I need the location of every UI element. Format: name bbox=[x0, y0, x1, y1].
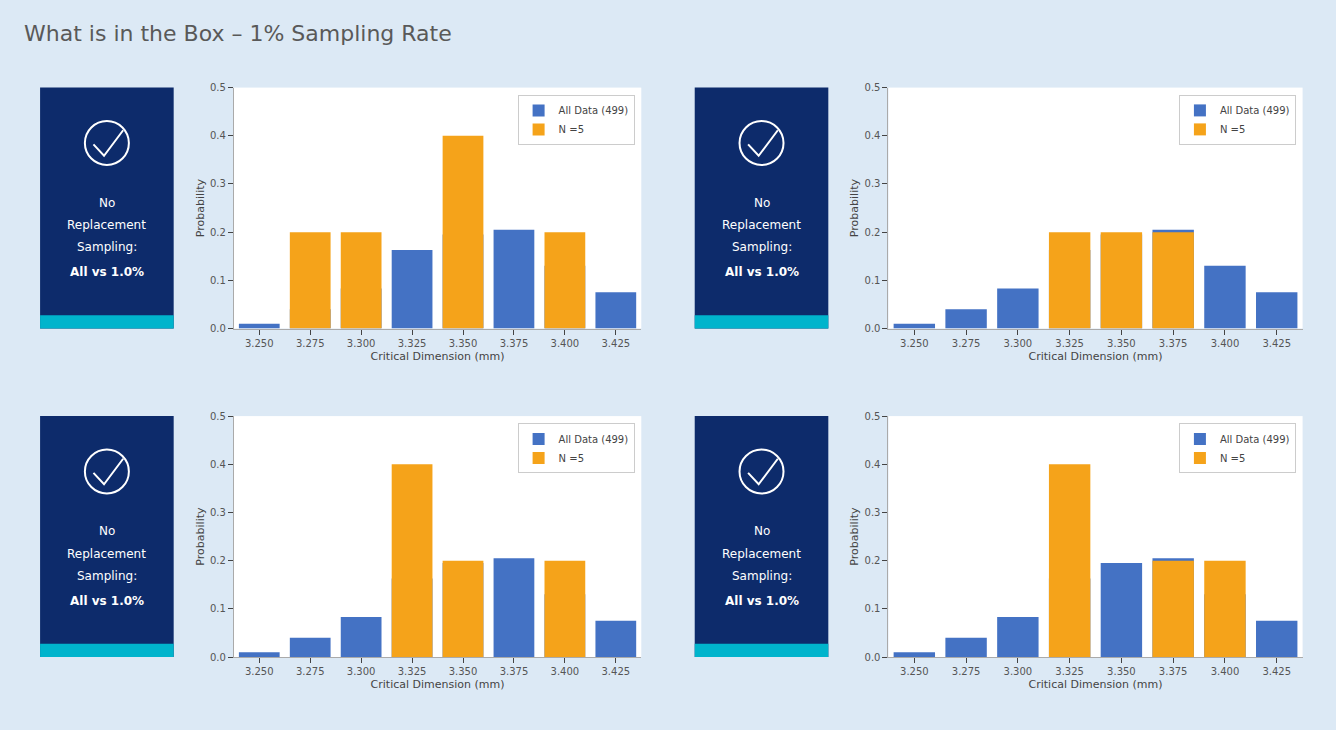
svg-text:3.325: 3.325 bbox=[398, 666, 427, 677]
svg-text:0.5: 0.5 bbox=[865, 82, 881, 93]
svg-text:3.400: 3.400 bbox=[551, 338, 580, 349]
svg-text:0.2: 0.2 bbox=[865, 555, 881, 566]
svg-text:0.1: 0.1 bbox=[865, 275, 881, 286]
svg-text:3.325: 3.325 bbox=[1055, 666, 1084, 677]
svg-text:0.4: 0.4 bbox=[210, 130, 226, 141]
svg-text:All vs 1.0%: All vs 1.0% bbox=[70, 265, 144, 279]
svg-text:3.250: 3.250 bbox=[245, 666, 274, 677]
svg-text:3.325: 3.325 bbox=[1055, 338, 1084, 349]
svg-text:0.5: 0.5 bbox=[210, 82, 226, 93]
svg-text:3.375: 3.375 bbox=[500, 338, 529, 349]
svg-text:3.425: 3.425 bbox=[1262, 338, 1291, 349]
svg-text:No: No bbox=[754, 524, 770, 538]
svg-text:3.375: 3.375 bbox=[1159, 338, 1188, 349]
svg-text:N =5: N =5 bbox=[559, 124, 584, 135]
svg-text:0.5: 0.5 bbox=[210, 411, 226, 422]
svg-text:Replacement: Replacement bbox=[67, 547, 146, 561]
svg-text:0.0: 0.0 bbox=[865, 652, 881, 663]
svg-text:All vs 1.0%: All vs 1.0% bbox=[725, 265, 799, 279]
svg-text:Replacement: Replacement bbox=[722, 547, 801, 561]
svg-text:3.300: 3.300 bbox=[347, 338, 376, 349]
svg-text:3.400: 3.400 bbox=[551, 666, 580, 677]
svg-text:3.275: 3.275 bbox=[952, 666, 981, 677]
svg-text:Critical Dimension (mm): Critical Dimension (mm) bbox=[371, 678, 505, 691]
svg-text:3.350: 3.350 bbox=[1107, 338, 1136, 349]
svg-text:3.275: 3.275 bbox=[296, 338, 325, 349]
svg-text:3.300: 3.300 bbox=[347, 666, 376, 677]
svg-text:Critical Dimension (mm): Critical Dimension (mm) bbox=[1029, 678, 1163, 691]
svg-text:3.325: 3.325 bbox=[398, 338, 427, 349]
svg-text:3.250: 3.250 bbox=[900, 338, 929, 349]
svg-text:3.250: 3.250 bbox=[245, 338, 274, 349]
svg-text:0.0: 0.0 bbox=[210, 323, 226, 334]
svg-text:3.425: 3.425 bbox=[601, 666, 630, 677]
svg-text:Replacement: Replacement bbox=[67, 218, 146, 232]
svg-text:All Data (499): All Data (499) bbox=[1220, 434, 1290, 445]
svg-text:No: No bbox=[99, 196, 115, 210]
svg-text:0.4: 0.4 bbox=[210, 459, 226, 470]
svg-text:3.300: 3.300 bbox=[1004, 666, 1033, 677]
svg-text:3.350: 3.350 bbox=[449, 338, 478, 349]
svg-text:N =5: N =5 bbox=[1220, 124, 1245, 135]
svg-text:3.400: 3.400 bbox=[1211, 666, 1240, 677]
svg-text:Critical Dimension (mm): Critical Dimension (mm) bbox=[1029, 350, 1163, 363]
svg-text:0.1: 0.1 bbox=[210, 603, 226, 614]
svg-text:0.4: 0.4 bbox=[865, 459, 881, 470]
svg-text:0.1: 0.1 bbox=[210, 275, 226, 286]
svg-text:3.275: 3.275 bbox=[296, 666, 325, 677]
svg-text:0.3: 0.3 bbox=[865, 507, 881, 518]
svg-text:N =5: N =5 bbox=[1220, 453, 1245, 464]
svg-text:Probability: Probability bbox=[848, 178, 861, 237]
svg-text:0.5: 0.5 bbox=[865, 411, 881, 422]
svg-text:0.0: 0.0 bbox=[865, 323, 881, 334]
svg-text:0.2: 0.2 bbox=[210, 227, 226, 238]
svg-text:Critical Dimension (mm): Critical Dimension (mm) bbox=[371, 350, 505, 363]
svg-text:No: No bbox=[754, 196, 770, 210]
svg-text:0.3: 0.3 bbox=[210, 507, 226, 518]
svg-text:Replacement: Replacement bbox=[722, 218, 801, 232]
svg-text:3.425: 3.425 bbox=[1262, 666, 1291, 677]
svg-text:3.350: 3.350 bbox=[449, 666, 478, 677]
svg-text:3.275: 3.275 bbox=[952, 338, 981, 349]
svg-text:3.400: 3.400 bbox=[1211, 338, 1240, 349]
svg-text:3.300: 3.300 bbox=[1004, 338, 1033, 349]
svg-text:All Data (499): All Data (499) bbox=[559, 105, 629, 116]
svg-text:Probability: Probability bbox=[194, 178, 207, 237]
svg-text:All Data (499): All Data (499) bbox=[559, 434, 629, 445]
svg-text:Probability: Probability bbox=[848, 507, 861, 566]
svg-text:Sampling:: Sampling: bbox=[77, 240, 137, 254]
svg-text:3.250: 3.250 bbox=[900, 666, 929, 677]
svg-text:What is in the Box – 1% Sampli: What is in the Box – 1% Sampling Rate bbox=[24, 21, 452, 46]
svg-text:0.3: 0.3 bbox=[865, 178, 881, 189]
svg-text:All vs 1.0%: All vs 1.0% bbox=[725, 594, 799, 608]
svg-text:3.350: 3.350 bbox=[1107, 666, 1136, 677]
svg-text:0.4: 0.4 bbox=[865, 130, 881, 141]
svg-text:All Data (499): All Data (499) bbox=[1220, 105, 1290, 116]
svg-text:0.1: 0.1 bbox=[865, 603, 881, 614]
svg-text:Probability: Probability bbox=[194, 507, 207, 566]
svg-text:3.375: 3.375 bbox=[1159, 666, 1188, 677]
svg-text:No: No bbox=[99, 524, 115, 538]
svg-text:3.375: 3.375 bbox=[500, 666, 529, 677]
svg-text:0.2: 0.2 bbox=[210, 555, 226, 566]
svg-text:N =5: N =5 bbox=[559, 453, 584, 464]
svg-text:0.3: 0.3 bbox=[210, 178, 226, 189]
svg-text:Sampling:: Sampling: bbox=[77, 569, 137, 583]
svg-text:0.2: 0.2 bbox=[865, 227, 881, 238]
svg-text:3.425: 3.425 bbox=[601, 338, 630, 349]
svg-text:0.0: 0.0 bbox=[210, 652, 226, 663]
svg-text:All vs 1.0%: All vs 1.0% bbox=[70, 594, 144, 608]
svg-text:Sampling:: Sampling: bbox=[732, 569, 792, 583]
svg-text:Sampling:: Sampling: bbox=[732, 240, 792, 254]
